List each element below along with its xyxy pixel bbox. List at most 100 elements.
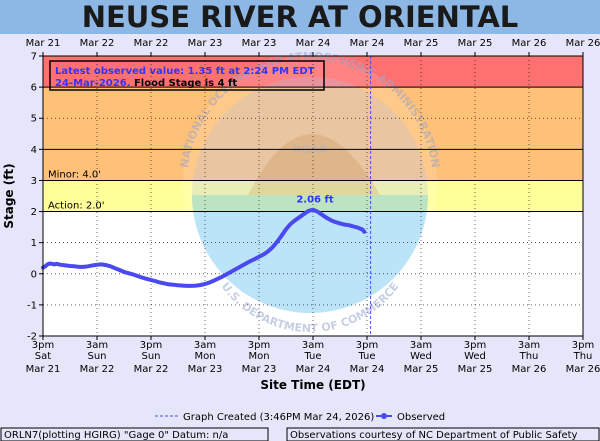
observed-point	[144, 277, 149, 281]
y-tick-label: 5	[31, 114, 37, 125]
observed-point	[216, 276, 221, 280]
observed-point	[135, 274, 140, 278]
observed-point	[360, 228, 365, 232]
band-label-action: Action: 2.0'	[48, 201, 105, 212]
observed-point	[149, 278, 153, 282]
flood-category-bands	[43, 56, 583, 336]
observed-point	[117, 268, 122, 272]
x-bottom-tick-day: Thu	[573, 351, 593, 362]
observed-point	[342, 223, 347, 227]
observation-date: 24-Mar-2026.	[55, 78, 130, 89]
observed-point	[311, 208, 315, 212]
x-top-tick-label: Mar 24	[350, 38, 385, 49]
observed-point	[315, 210, 320, 214]
observed-point	[225, 272, 230, 276]
x-bottom-tick-time: 3am	[194, 340, 216, 351]
observed-point	[284, 227, 288, 231]
observed-point	[351, 224, 356, 229]
observed-point	[266, 249, 270, 253]
y-tick-label: 6	[31, 83, 37, 94]
latest-observation-box: Latest observed value: 1.35 ft at 2:24 P…	[49, 60, 325, 91]
x-top-tick-label: Mar 23	[188, 38, 223, 49]
x-bottom-tick-date: Mar 23	[188, 364, 223, 375]
x-top-tick-label: Mar 23	[242, 38, 277, 49]
observed-point	[185, 284, 189, 288]
observed-point	[293, 218, 297, 222]
y-tick-label: 0	[31, 269, 37, 280]
x-top-tick-label: Mar 26	[566, 38, 600, 49]
observed-point	[302, 212, 306, 216]
footer-right-box	[286, 427, 600, 441]
x-bottom-tick-date: Mar 23	[242, 364, 277, 375]
x-bottom-tick-time: 3pm	[356, 340, 378, 351]
noaa-emblem-sea	[192, 195, 428, 313]
x-bottom-tick-date: Mar 21	[26, 364, 61, 375]
observed-point	[320, 213, 324, 217]
observed-point	[257, 255, 261, 259]
observation-line-2: 24-Mar-2026. Flood Stage is 4 ft	[55, 78, 237, 89]
y-tick-label: 3	[31, 176, 37, 187]
y-axis-title: Stage (ft)	[2, 163, 16, 228]
observed-point	[77, 265, 81, 269]
observed-point	[63, 263, 68, 267]
observed-point	[297, 215, 302, 219]
flood-category-labels: Action: 2.0' Minor: 4.0'	[48, 169, 105, 211]
observed-point	[86, 264, 90, 268]
observed-point	[194, 284, 198, 288]
x-axis-title: Site Time (EDT)	[260, 378, 365, 392]
observed-point	[68, 264, 72, 268]
observed-point	[243, 262, 248, 266]
observed-series: 2.06 ft	[41, 56, 372, 336]
observed-point	[207, 280, 212, 285]
y-tick-label: 7	[31, 52, 37, 63]
chart-title: NEUSE RIVER AT ORIENTAL	[82, 0, 519, 34]
observed-point	[221, 274, 225, 278]
observed-point	[338, 221, 342, 225]
legend: Graph Created (3:46PM Mar 24, 2026) Obse…	[155, 412, 445, 423]
observed-point	[252, 257, 257, 261]
x-bottom-tick-date: Mar 25	[404, 364, 439, 375]
observed-point	[189, 284, 194, 288]
x-bottom-tick-day: Wed	[464, 351, 486, 362]
footer-datum: ORLN7(plotting HGIRG) "Gage 0" Datum: n/…	[4, 430, 228, 441]
x-top-tick-label: Mar 21	[26, 38, 61, 49]
noaa-emblem-ring	[183, 56, 437, 310]
noaa-emblem-sky	[192, 77, 428, 195]
x-bottom-tick-date: Mar 25	[458, 364, 493, 375]
x-bottom-tick-day: Tue	[303, 351, 321, 362]
x-bottom-tick-time: 3pm	[464, 340, 486, 351]
x-bottom-tick-date: Mar 26	[566, 364, 600, 375]
x-bottom-tick-day: Mon	[194, 351, 215, 362]
x-bottom-tick-day: Tue	[357, 351, 375, 362]
x-bottom-tick-day: Thu	[519, 351, 539, 362]
legend-created-label: Graph Created (3:46PM Mar 24, 2026)	[183, 412, 374, 423]
x-bottom-tick-day: Sun	[87, 351, 106, 362]
x-bottom-tick-time: 3pm	[140, 340, 162, 351]
x-bottom-tick-day: Mon	[248, 351, 269, 362]
legend-observed-marker	[381, 413, 387, 419]
observed-point	[158, 280, 162, 285]
x-top-tick-label: Mar 25	[458, 38, 493, 49]
observed-point	[108, 264, 113, 268]
legend-observed-label: Observed	[397, 412, 445, 423]
x-bottom-tick-date: Mar 22	[80, 364, 115, 375]
observed-point	[72, 264, 77, 268]
y-tick-label: 2	[31, 207, 37, 218]
x-bottom-tick-time: 3am	[518, 340, 540, 351]
observed-point	[306, 209, 311, 213]
y-axis-ticks: -2 -1 0 1 2 3 4 5 6 7	[27, 52, 43, 343]
peak-value-label: 2.06 ft	[296, 195, 334, 206]
flood-stage-note: Flood Stage is 4 ft	[130, 78, 237, 89]
x-top-tick-label: Mar 22	[134, 38, 169, 49]
observed-point	[113, 266, 117, 270]
x-bottom-tick-day: Sat	[35, 351, 51, 362]
observed-point	[261, 252, 266, 257]
x-bottom-tick-date: Mar 22	[134, 364, 169, 375]
band-label-minor: Minor: 4.0'	[48, 169, 101, 180]
x-top-tick-label: Mar 24	[296, 38, 331, 49]
observed-point	[239, 264, 243, 268]
observed-point	[347, 223, 351, 227]
